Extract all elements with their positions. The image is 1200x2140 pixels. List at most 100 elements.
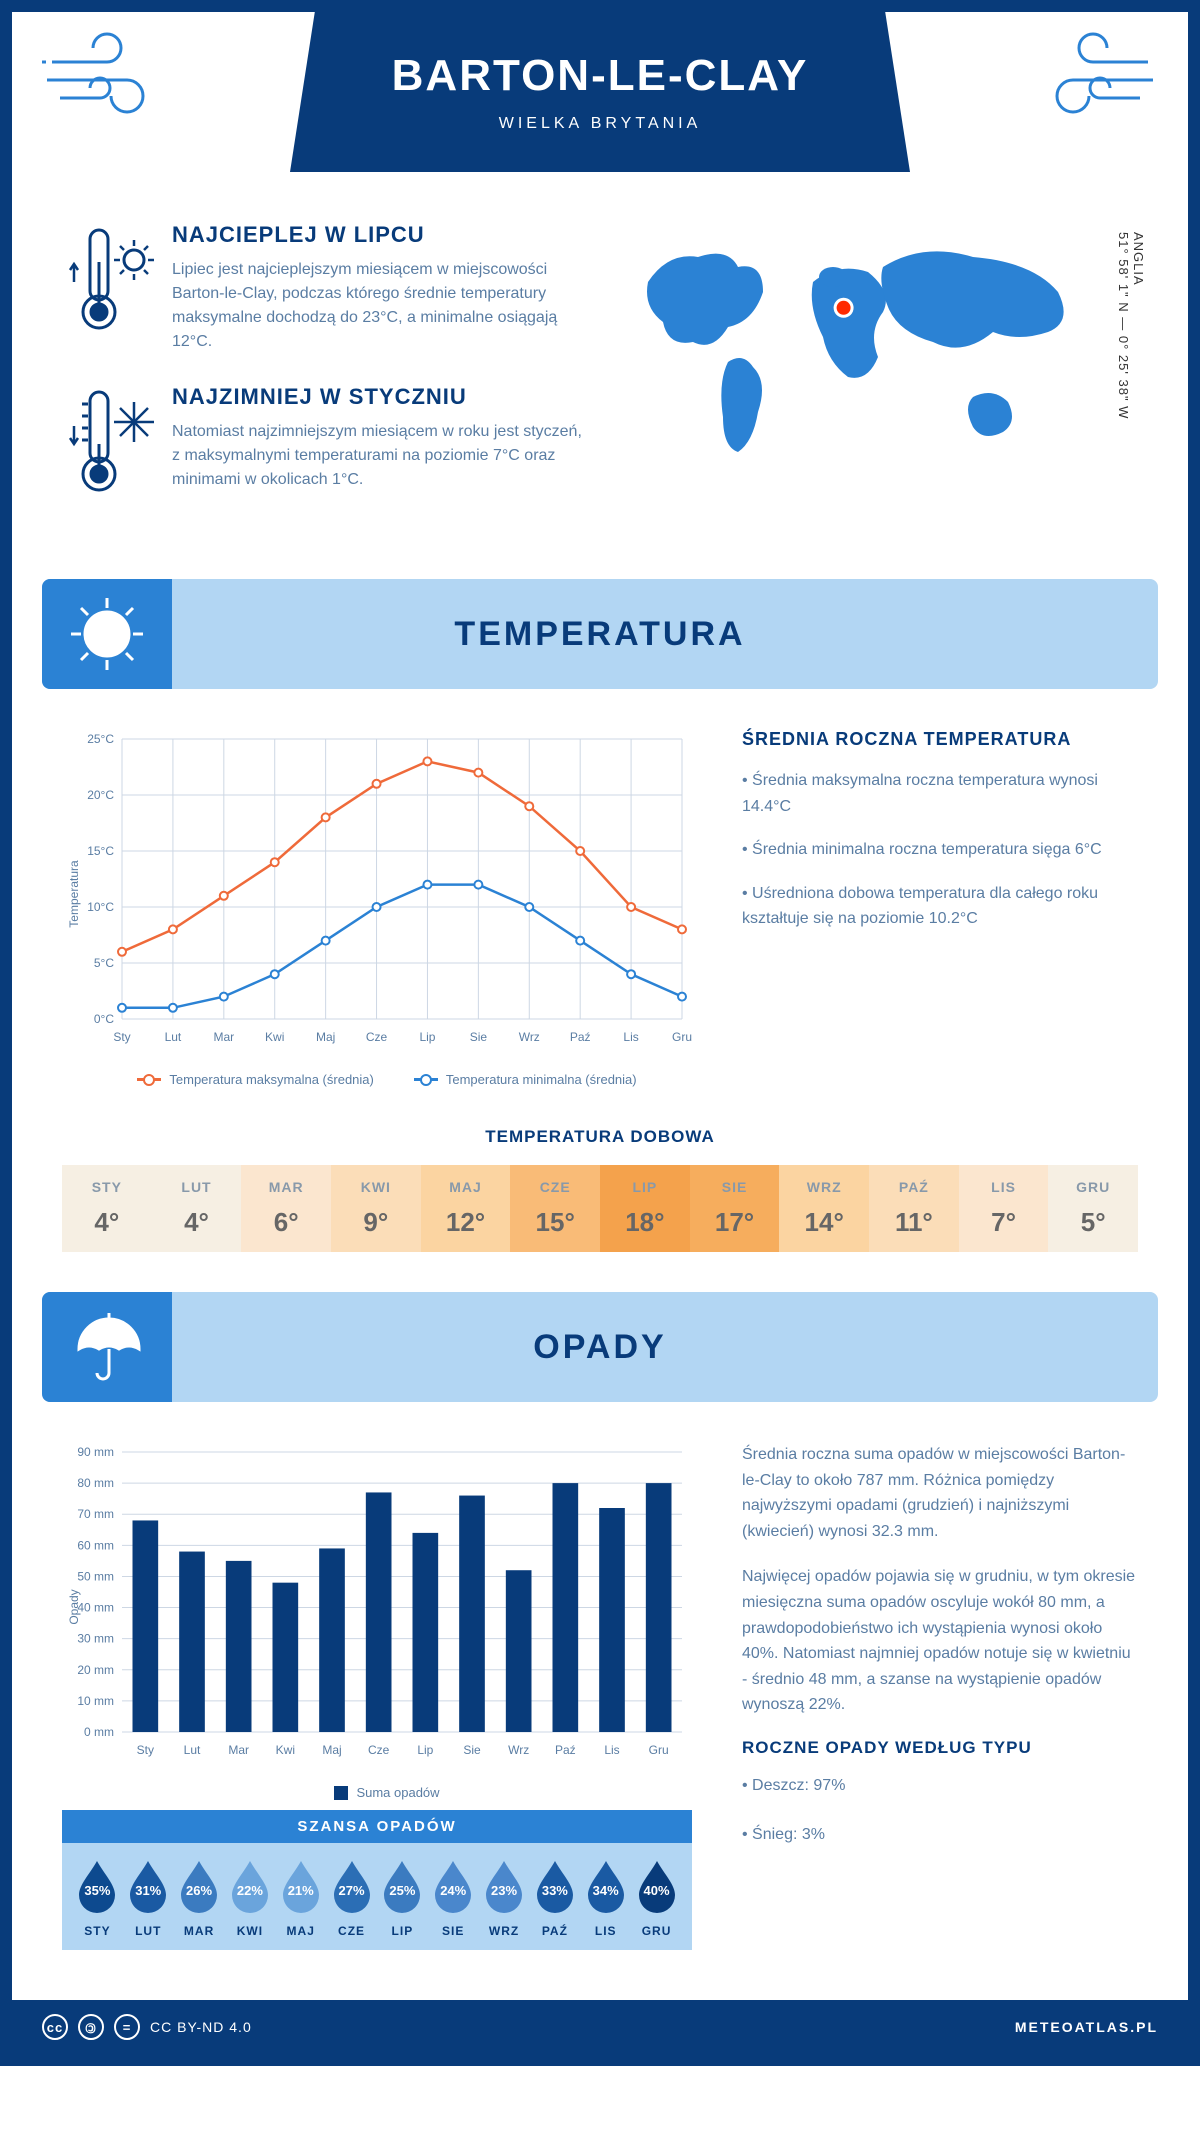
- daily-temp-cell: MAR6°: [241, 1165, 331, 1252]
- precip-chance-cell: 40% GRU: [631, 1859, 682, 1938]
- svg-text:Sty: Sty: [137, 1743, 154, 1757]
- precip-summary: Średnia roczna suma opadów w miejscowośc…: [712, 1442, 1138, 1950]
- precip-chance-cell: 23% WRZ: [479, 1859, 530, 1938]
- svg-text:60 mm: 60 mm: [77, 1538, 114, 1552]
- section-banner-opady: OPADY: [42, 1292, 1158, 1402]
- daily-temp-cell: KWI9°: [331, 1165, 421, 1252]
- precip-chance-cell: 35% STY: [72, 1859, 123, 1938]
- svg-text:15°C: 15°C: [87, 844, 114, 858]
- legend-max-label: Temperatura maksymalna (średnia): [169, 1072, 373, 1087]
- precip-summary-p1: Średnia roczna suma opadów w miejscowośc…: [742, 1442, 1138, 1544]
- world-map: ANGLIA 51° 58' 1" N — 0° 25' 38" W: [618, 222, 1138, 539]
- daily-temp-table: TEMPERATURA DOBOWA STY4°LUT4°MAR6°KWI9°M…: [12, 1107, 1188, 1292]
- fact-hot: NAJCIEPLEJ W LIPCU Lipiec jest najcieple…: [62, 222, 588, 354]
- precip-chart: 0 mm10 mm20 mm30 mm40 mm50 mm60 mm70 mm8…: [62, 1442, 712, 1950]
- svg-text:Lut: Lut: [184, 1743, 201, 1757]
- svg-text:20 mm: 20 mm: [77, 1663, 114, 1677]
- thermometer-cold-icon: [62, 384, 172, 509]
- svg-text:Paź: Paź: [555, 1743, 576, 1757]
- svg-text:Cze: Cze: [366, 1030, 388, 1044]
- section-title-opady: OPADY: [172, 1328, 1158, 1367]
- precip-chance-cell: 27% CZE: [326, 1859, 377, 1938]
- svg-text:10°C: 10°C: [87, 900, 114, 914]
- cc-by-icon: 🄯: [78, 2014, 104, 2040]
- daily-temp-cell: LIS7°: [959, 1165, 1049, 1252]
- svg-text:Paź: Paź: [570, 1030, 591, 1044]
- svg-text:Gru: Gru: [649, 1743, 669, 1757]
- svg-text:Lis: Lis: [623, 1030, 638, 1044]
- daily-temp-title: TEMPERATURA DOBOWA: [62, 1127, 1138, 1147]
- world-map-svg: [618, 222, 1098, 482]
- precip-chance-cell: 26% MAR: [174, 1859, 225, 1938]
- svg-text:0 mm: 0 mm: [84, 1725, 114, 1739]
- section-title-temperatura: TEMPERATURA: [172, 615, 1158, 654]
- wind-decor-icon: [1028, 32, 1158, 127]
- svg-text:Temperatura: Temperatura: [67, 860, 81, 928]
- daily-temp-cell: GRU5°: [1048, 1165, 1138, 1252]
- precip-chance-cell: 34% LIS: [580, 1859, 631, 1938]
- daily-temp-cell: WRZ14°: [779, 1165, 869, 1252]
- svg-text:5°C: 5°C: [94, 956, 114, 970]
- svg-text:30 mm: 30 mm: [77, 1632, 114, 1646]
- svg-text:Kwi: Kwi: [276, 1743, 295, 1757]
- section-banner-temperatura: TEMPERATURA: [42, 579, 1158, 689]
- fact-cold: NAJZIMNIEJ W STYCZNIU Natomiast najzimni…: [62, 384, 588, 509]
- precip-legend-label: Suma opadów: [356, 1785, 439, 1800]
- precip-legend: Suma opadów: [62, 1785, 712, 1800]
- precip-chance-cell: 33% PAŹ: [529, 1859, 580, 1938]
- svg-text:10 mm: 10 mm: [77, 1694, 114, 1708]
- temp-bullet: • Średnia maksymalna roczna temperatura …: [742, 768, 1138, 819]
- fact-cold-title: NAJZIMNIEJ W STYCZNIU: [172, 384, 588, 410]
- precip-type-line: • Śnieg: 3%: [742, 1821, 1138, 1850]
- svg-text:70 mm: 70 mm: [77, 1507, 114, 1521]
- svg-text:Maj: Maj: [316, 1030, 335, 1044]
- svg-text:25°C: 25°C: [87, 732, 114, 746]
- coord-line: 51° 58' 1" N — 0° 25' 38" W: [1116, 232, 1131, 419]
- page-subtitle: WIELKA BRYTANIA: [499, 115, 702, 133]
- temperature-chart: 0°C5°C10°C15°C20°C25°CStyLutMarKwiMajCze…: [62, 729, 712, 1087]
- svg-text:Kwi: Kwi: [265, 1030, 284, 1044]
- umbrella-icon: [42, 1292, 172, 1402]
- daily-temp-cell: SIE17°: [690, 1165, 780, 1252]
- footer: cc 🄯 = CC BY-ND 4.0 METEOATLAS.PL: [12, 2000, 1188, 2054]
- temp-summary-title: ŚREDNIA ROCZNA TEMPERATURA: [742, 729, 1138, 750]
- precip-summary-p2: Najwięcej opadów pojawia się w grudniu, …: [742, 1564, 1138, 1718]
- daily-temp-cell: CZE15°: [510, 1165, 600, 1252]
- svg-text:80 mm: 80 mm: [77, 1476, 114, 1490]
- svg-text:Wrz: Wrz: [519, 1030, 540, 1044]
- svg-text:Sty: Sty: [113, 1030, 130, 1044]
- coord-region: ANGLIA: [1131, 232, 1146, 286]
- license-text: CC BY-ND 4.0: [150, 2019, 252, 2035]
- wind-decor-icon: [42, 32, 172, 127]
- svg-text:40 mm: 40 mm: [77, 1601, 114, 1615]
- precip-chance-cell: 31% LUT: [123, 1859, 174, 1938]
- svg-text:Lut: Lut: [165, 1030, 182, 1044]
- title-ribbon: BARTON-LE-CLAY WIELKA BRYTANIA: [290, 12, 910, 172]
- svg-text:Gru: Gru: [672, 1030, 692, 1044]
- svg-text:Mar: Mar: [213, 1030, 234, 1044]
- cc-icon: cc: [42, 2014, 68, 2040]
- precip-chance-cell: 21% MAJ: [275, 1859, 326, 1938]
- temp-summary: ŚREDNIA ROCZNA TEMPERATURA • Średnia mak…: [712, 729, 1138, 1087]
- daily-temp-cell: PAŹ11°: [869, 1165, 959, 1252]
- precip-by-type-title: ROCZNE OPADY WEDŁUG TYPU: [742, 1738, 1138, 1758]
- header: BARTON-LE-CLAY WIELKA BRYTANIA: [12, 12, 1188, 222]
- fact-cold-body: Natomiast najzimniejszym miesiącem w rok…: [172, 420, 588, 492]
- cc-nd-icon: =: [114, 2014, 140, 2040]
- svg-text:Lip: Lip: [419, 1030, 435, 1044]
- precip-chance-title: SZANSA OPADÓW: [62, 1810, 692, 1843]
- legend-min-label: Temperatura minimalna (średnia): [446, 1072, 637, 1087]
- svg-text:Maj: Maj: [322, 1743, 341, 1757]
- precip-chance-cell: 25% LIP: [377, 1859, 428, 1938]
- precip-type-line: • Deszcz: 97%: [742, 1772, 1138, 1801]
- precip-chance-cell: 24% SIE: [428, 1859, 479, 1938]
- svg-text:Wrz: Wrz: [508, 1743, 529, 1757]
- site-name: METEOATLAS.PL: [1015, 2019, 1158, 2035]
- daily-temp-cell: LIP18°: [600, 1165, 690, 1252]
- page-title: BARTON-LE-CLAY: [392, 51, 809, 101]
- temp-bullet: • Uśredniona dobowa temperatura dla całe…: [742, 881, 1138, 932]
- svg-text:Lip: Lip: [417, 1743, 433, 1757]
- precip-chance-cell: 22% KWI: [224, 1859, 275, 1938]
- precip-chance-panel: SZANSA OPADÓW 35% STY 31% LUT 26%: [62, 1810, 692, 1950]
- license: cc 🄯 = CC BY-ND 4.0: [42, 2014, 252, 2040]
